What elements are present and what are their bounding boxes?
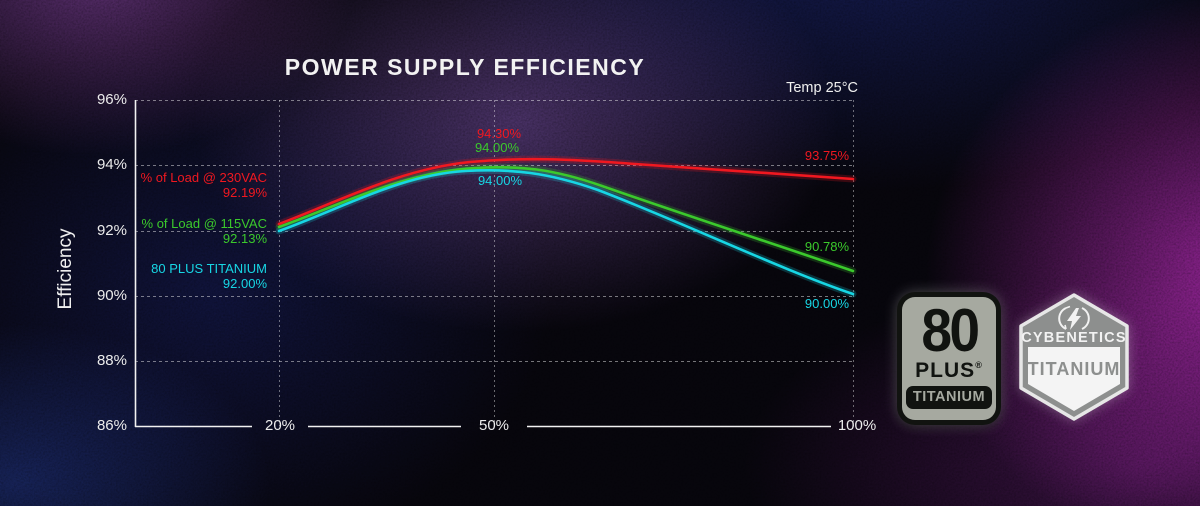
x-tick-20: 20% [264,417,296,434]
temperature-note: Temp 25°C [786,80,858,96]
80-plus-titanium-badge: 80 PLUS® TITANIUM [897,292,1001,425]
label-230vac-end: 93.75% [804,148,849,163]
x-tick-50: 50% [478,417,510,434]
y-tick-88: 88% [96,352,127,369]
y-tick-92: 92% [96,222,127,239]
label-titanium-start: 92.00% [222,276,267,291]
cybenetics-tier-label: TITANIUM [1028,359,1121,379]
y-tick-90: 90% [96,287,127,304]
80-plus-wordmark: PLUS® [915,360,983,381]
series-titanium-line [277,169,855,296]
cycle-lightning-icon [1058,305,1090,330]
label-115vac-end: 90.78% [804,239,849,254]
label-230vac-start: 92.19% [222,185,267,200]
80-plus-tier-bar: TITANIUM [905,386,993,409]
label-titanium-end: 90.00% [804,296,849,311]
label-115vac-start: 92.13% [222,231,267,246]
chart-title: POWER SUPPLY EFFICIENCY [284,54,646,80]
80-plus-badge-face: 80 PLUS® TITANIUM [902,297,996,420]
legend-230vac-name: % of Load @ 230VAC [140,170,267,185]
label-115vac-peak: 94.00% [474,140,520,155]
legend-115vac-name: % of Load @ 115VAC [141,216,267,231]
series-115vac-line [277,165,855,273]
cybenetics-brand-label: CYBENETICS [1021,330,1126,346]
cybenetics-titanium-badge: CYBENETICS TITANIUM [1019,293,1129,421]
label-titanium-peak: 94.00% [477,173,523,188]
x-tick-100: 100% [837,417,877,434]
legend-titanium-name: 80 PLUS TITANIUM [151,261,267,276]
y-tick-94: 94% [96,156,127,173]
plus-text: PLUS [915,359,976,382]
series-230vac-line [277,157,855,226]
cybenetics-tier-band [1028,347,1120,411]
label-230vac-peak: 94.30% [476,126,522,141]
registered-mark: ® [975,360,983,370]
y-tick-86: 86% [96,417,127,434]
axes [134,100,831,428]
lightning-bolt-icon [1067,308,1081,330]
80-plus-number: 80 [921,297,980,364]
80-plus-tier-label: TITANIUM [912,389,986,405]
y-tick-96: 96% [96,91,127,108]
vertical-gridlines [279,100,854,426]
